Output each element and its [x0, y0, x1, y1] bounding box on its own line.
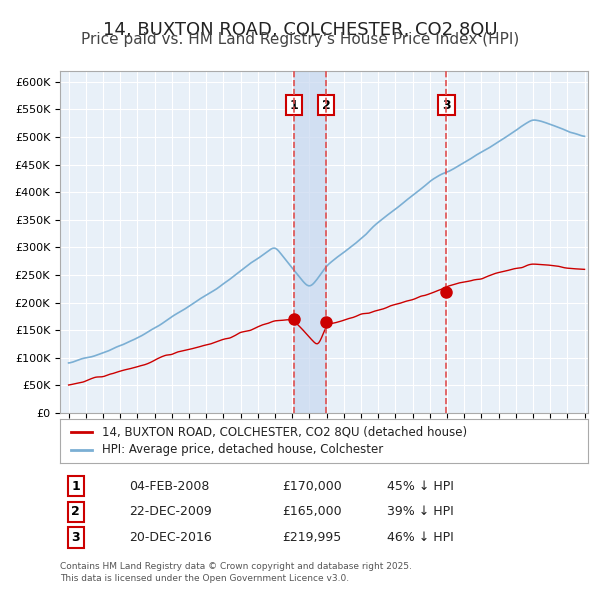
Text: 22-DEC-2009: 22-DEC-2009 — [128, 505, 211, 519]
Text: 1: 1 — [71, 480, 80, 493]
Text: 2: 2 — [322, 99, 331, 112]
Text: 1: 1 — [289, 99, 298, 112]
Text: 3: 3 — [442, 99, 451, 112]
Text: 14, BUXTON ROAD, COLCHESTER, CO2 8QU: 14, BUXTON ROAD, COLCHESTER, CO2 8QU — [103, 21, 497, 39]
Text: 46% ↓ HPI: 46% ↓ HPI — [388, 531, 454, 544]
Text: £165,000: £165,000 — [282, 505, 341, 519]
Text: £219,995: £219,995 — [282, 531, 341, 544]
Bar — [294, 71, 326, 413]
Text: Contains HM Land Registry data © Crown copyright and database right 2025.
This d: Contains HM Land Registry data © Crown c… — [60, 562, 412, 583]
Text: Price paid vs. HM Land Registry's House Price Index (HPI): Price paid vs. HM Land Registry's House … — [81, 32, 519, 47]
Text: 3: 3 — [71, 531, 80, 544]
Text: 39% ↓ HPI: 39% ↓ HPI — [388, 505, 454, 519]
Text: £170,000: £170,000 — [282, 480, 341, 493]
Text: 20-DEC-2016: 20-DEC-2016 — [128, 531, 211, 544]
Text: 45% ↓ HPI: 45% ↓ HPI — [388, 480, 454, 493]
Text: 2: 2 — [71, 505, 80, 519]
Text: 14, BUXTON ROAD, COLCHESTER, CO2 8QU (detached house): 14, BUXTON ROAD, COLCHESTER, CO2 8QU (de… — [102, 425, 467, 439]
Text: HPI: Average price, detached house, Colchester: HPI: Average price, detached house, Colc… — [102, 443, 383, 457]
Text: 04-FEB-2008: 04-FEB-2008 — [128, 480, 209, 493]
